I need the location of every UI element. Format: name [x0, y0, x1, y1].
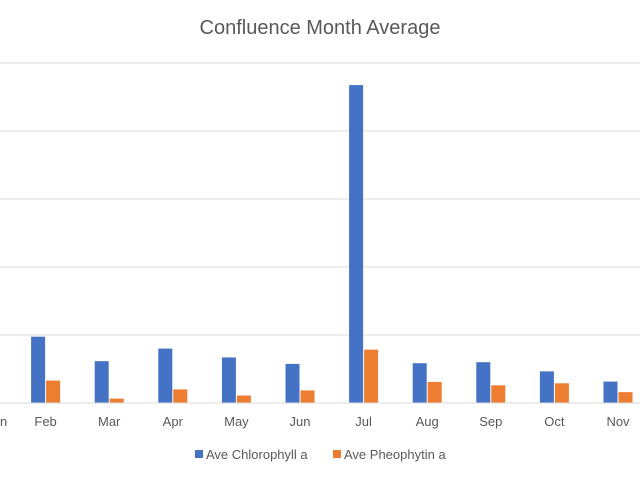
legend-label: Ave Chlorophyll a	[206, 447, 308, 462]
x-tick-label: Jul	[355, 414, 372, 429]
x-tick-label: Oct	[544, 414, 565, 429]
grid-lines	[0, 62, 640, 336]
bar-chlorophyll-jun	[285, 363, 300, 403]
bar-pheophytin-oct	[554, 383, 569, 403]
bars	[31, 85, 633, 403]
x-tick-label: Apr	[163, 414, 184, 429]
x-tick-label: Aug	[416, 414, 439, 429]
bar-chlorophyll-apr	[158, 348, 173, 403]
legend: Ave Chlorophyll a Ave Pheophytin a	[195, 447, 446, 462]
bar-chlorophyll-may	[221, 357, 236, 403]
bar-pheophytin-aug	[427, 381, 442, 403]
x-tick-label: May	[224, 414, 249, 429]
x-tick-label: n	[0, 414, 7, 429]
x-tick-label: Sep	[479, 414, 502, 429]
x-tick-label: Jun	[290, 414, 311, 429]
x-tick-label: Mar	[98, 414, 121, 429]
bar-pheophytin-sep	[491, 385, 506, 403]
bar-chlorophyll-mar	[94, 361, 109, 403]
bar-chlorophyll-jul	[349, 85, 364, 403]
x-axis-labels: n Feb Mar Apr May Jun Jul Aug Sep Oct Nov	[0, 414, 630, 429]
bar-pheophytin-nov	[618, 392, 633, 403]
bar-pheophytin-jun	[300, 390, 315, 403]
bar-chlorophyll-sep	[476, 362, 491, 403]
x-tick-label: Feb	[34, 414, 56, 429]
bar-chlorophyll-aug	[412, 363, 427, 403]
chart-title: Confluence Month Average	[200, 17, 441, 39]
legend-swatch	[195, 450, 203, 458]
x-tick-label: Nov	[606, 414, 630, 429]
bar-pheophytin-mar	[109, 398, 124, 403]
bar-chlorophyll-nov	[603, 381, 618, 403]
bar-chlorophyll-feb	[31, 336, 46, 403]
bar-pheophytin-feb	[46, 380, 61, 403]
legend-swatch	[333, 450, 341, 458]
legend-label: Ave Pheophytin a	[344, 447, 446, 462]
bar-chlorophyll-oct	[539, 371, 554, 403]
bar-pheophytin-may	[236, 395, 251, 403]
bar-pheophytin-jul	[364, 349, 379, 403]
bar-pheophytin-apr	[173, 389, 188, 403]
